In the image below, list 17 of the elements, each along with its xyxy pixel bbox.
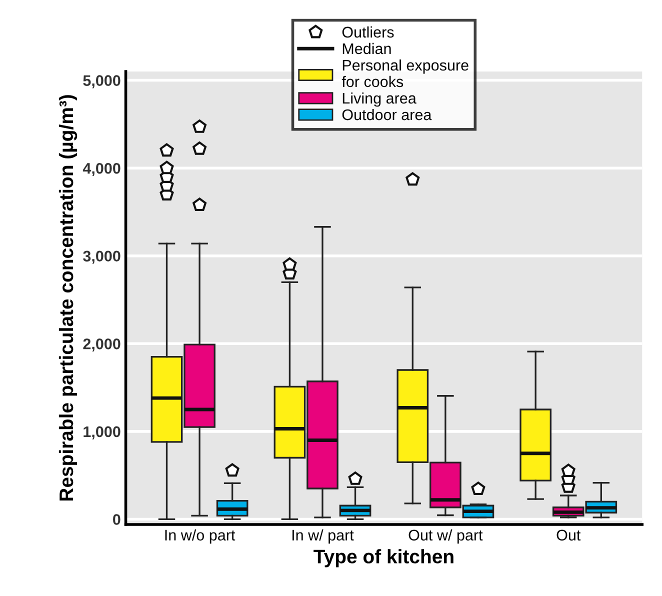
x-tick-label: In w/ part xyxy=(292,529,354,544)
legend-label: Personal exposure for cooks xyxy=(342,59,468,88)
legend-label: Outdoor area xyxy=(342,108,432,120)
y-tick-label: 5,000 xyxy=(83,75,120,88)
y-tick-label: 1,000 xyxy=(84,426,120,440)
y-tick-label: 4,000 xyxy=(82,162,120,176)
y-tick-label: 2,000 xyxy=(83,338,120,352)
text: Median xyxy=(342,42,391,54)
x-axis-title: Type of kitchen xyxy=(314,549,454,568)
y-tick-label: 3,000 xyxy=(83,250,120,264)
x-tick-label: Out xyxy=(556,530,581,541)
legend-label: Living area xyxy=(342,92,416,107)
text: Outliers xyxy=(342,26,394,38)
x-tick-label: Out w/ part xyxy=(408,529,483,544)
y-axis-title: Respirable particulate concentration (µg/m³) xyxy=(58,95,78,501)
x-tick-label: In w/o part xyxy=(165,529,236,544)
y-tick-label: 0 xyxy=(113,514,120,525)
